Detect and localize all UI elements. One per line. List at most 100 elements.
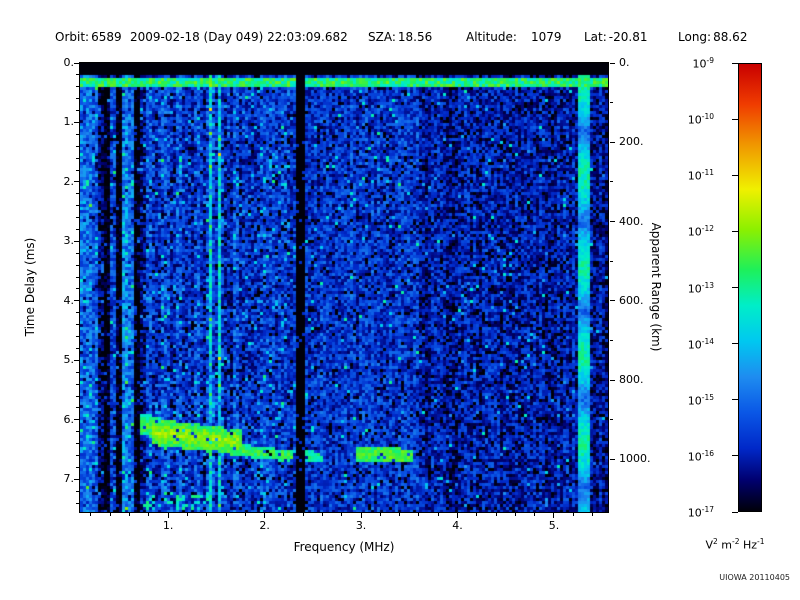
x-tick-label: 3. [355,519,367,532]
x-minor-tick [592,513,594,516]
y-tick-label: 7. [63,472,75,486]
y-tick-label: 2. [63,174,75,188]
x-minor-tick [129,513,131,516]
altitude-value: 1079 [530,30,562,44]
x-minor-tick [283,513,285,516]
y-minor-tick [76,288,79,290]
colorbar-tick [732,399,738,401]
x-tick-label: 2. [259,519,270,532]
orbit-value: 6589 [91,30,122,44]
x-minor-tick [399,513,401,516]
x-minor-tick [495,513,497,516]
y-minor-tick [76,431,79,433]
range-minor-tick [610,419,613,421]
y-minor-tick [76,455,79,456]
lat-field: Lat: -20.81 [584,30,647,44]
colorbar-tick [732,343,738,345]
y-minor-tick [76,252,79,254]
y-major-tick [74,181,79,183]
x-minor-tick [476,513,478,516]
colorbar-tick-label: 10-12 [687,224,714,240]
x-tick-label: 1. [162,519,174,532]
colorbar-tick-label: 10-11 [687,168,714,183]
y-major-tick [74,359,79,361]
y-axis-left-title: Time Delay (ms) [23,237,37,337]
y-minor-tick [76,324,79,326]
y-minor-tick [76,205,79,207]
sza-field: SZA: 18.56 [368,30,432,44]
y-tick-label: 6. [63,412,75,426]
long-label: Long: [678,30,712,44]
orbit-field: Orbit: 6589 [55,30,122,44]
y-minor-tick [76,347,79,349]
plot-frame [79,62,609,513]
sza-label: SZA: [368,30,396,44]
x-minor-tick [109,513,111,516]
x-minor-tick [90,513,92,516]
sza-value: 18.56 [397,30,433,44]
colorbar-tick [732,287,738,288]
colorbar-unit-label: V2 m-2 Hz-1 [705,537,765,552]
range-tick-label: 0. [619,56,630,69]
y-minor-tick [76,490,79,492]
y-minor-tick [76,193,79,195]
range-tick-label: 600. [619,293,644,307]
range-major-tick [610,458,615,460]
colorbar-tick [732,511,738,513]
y-minor-tick [76,276,79,278]
colorbar-tick [732,455,738,457]
x-tick-label: 5. [548,519,560,532]
y-minor-tick [76,217,79,219]
range-minor-tick [610,260,613,262]
x-minor-tick [437,513,439,516]
y-minor-tick [76,336,79,338]
x-axis-title: Frequency (MHz) [293,540,395,554]
y-minor-tick [76,395,79,397]
y-major-tick [74,240,79,242]
y-major-tick [74,121,79,123]
colorbar-tick-label: 10-15 [687,392,714,408]
x-major-tick [553,513,555,518]
y-major-tick [74,300,79,302]
y-minor-tick [76,407,79,409]
y-minor-tick [76,169,79,171]
colorbar-tick-label: 10-13 [687,280,714,296]
x-major-tick [457,513,459,518]
y-axis-right-title: Apparent Range (km) [649,222,663,352]
colorbar [738,63,762,512]
range-minor-tick [610,181,613,183]
y-minor-tick [76,229,79,231]
lat-label: Lat: [584,30,607,44]
long-field: Long: 88.62 [678,30,747,44]
y-major-tick [74,419,79,421]
colorbar-tick-label: 10-16 [687,448,714,464]
x-major-tick [167,513,169,518]
range-minor-tick [610,102,613,104]
x-minor-tick [302,513,304,516]
y-minor-tick [76,383,79,385]
y-minor-tick [76,74,79,76]
y-major-tick [74,62,79,64]
y-tick-label: 3. [63,234,75,248]
y-minor-tick [76,145,79,147]
y-major-tick [74,478,79,480]
y-minor-tick [76,312,79,314]
colorbar-tick-label: 10-17 [687,505,714,520]
y-minor-tick [76,157,79,159]
x-minor-tick [341,513,343,516]
y-minor-tick [76,264,79,266]
range-tick-label: 1000. [619,452,651,466]
x-minor-tick [244,513,246,516]
colorbar-tick-label: 10-14 [687,336,714,352]
y-minor-tick [76,98,79,100]
range-minor-tick [610,340,613,342]
colorbar-tick [732,230,738,232]
range-major-tick [610,141,615,143]
y-tick-label: 1. [63,115,75,129]
x-minor-tick [206,513,208,516]
range-major-tick [610,379,615,381]
long-value: 88.62 [713,30,748,44]
x-minor-tick [514,513,516,516]
y-tick-label: 0. [63,56,75,69]
